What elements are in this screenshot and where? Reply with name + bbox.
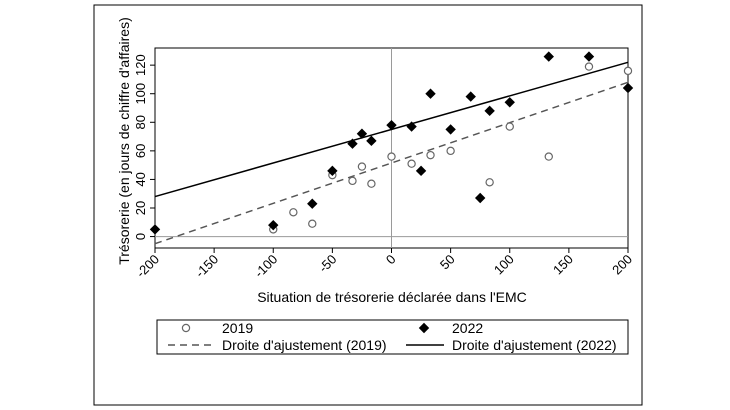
- y-tick-label: 100: [133, 83, 148, 105]
- data-point-2019: [426, 150, 435, 160]
- data-point-2019: [289, 208, 298, 217]
- y-tick-label: 40: [133, 172, 148, 186]
- y-axis-title: Trésorerie (en jours de chiffre d'affair…: [116, 17, 132, 265]
- legend-symbol-diamond: [418, 322, 430, 334]
- y-tick-label: 60: [133, 144, 148, 158]
- data-point-2022: [484, 105, 495, 117]
- data-point-2022: [415, 165, 427, 177]
- data-point-2019: [485, 178, 494, 187]
- legend-label: Droite d'ajustement (2019): [222, 337, 387, 353]
- y-tick-label: 0: [133, 233, 148, 240]
- y-tick-label: 80: [133, 115, 148, 129]
- data-point-2022: [307, 198, 318, 209]
- data-point-2022: [543, 51, 554, 62]
- data-point-2019: [357, 162, 367, 171]
- legend-label: Droite d'ajustement (2022): [452, 337, 617, 353]
- data-point-2019: [544, 152, 553, 161]
- data-point-2022: [504, 97, 515, 108]
- data-point-2022: [356, 128, 368, 139]
- data-point-2022: [149, 224, 161, 235]
- data-point-2022: [474, 192, 486, 204]
- data-point-2019: [387, 152, 396, 161]
- data-point-2022: [465, 91, 476, 102]
- data-point-2019: [623, 66, 633, 76]
- x-axis-title: Situation de trésorerie déclarée dans l'…: [257, 289, 527, 305]
- data-point-2022: [386, 119, 397, 131]
- data-point-2019: [505, 122, 514, 131]
- data-point-2022: [445, 124, 456, 135]
- data-point-2022: [425, 88, 436, 99]
- data-point-2019: [446, 146, 455, 156]
- y-tick-label: 120: [133, 54, 148, 76]
- data-point-2019: [407, 159, 416, 168]
- data-point-2019: [308, 219, 317, 228]
- legend-label: 2022: [452, 320, 483, 336]
- data-point-2019: [348, 176, 357, 186]
- data-point-2022: [268, 219, 279, 231]
- data-point-2019: [584, 62, 594, 71]
- legend-symbol-circle: [181, 323, 191, 333]
- legend-label: 2019: [222, 320, 253, 336]
- data-point-2022: [347, 138, 358, 149]
- legend-box: [156, 319, 629, 355]
- y-tick-label: 20: [133, 201, 148, 215]
- data-point-2019: [367, 179, 376, 188]
- data-point-2022: [327, 165, 338, 177]
- data-point-2022: [406, 121, 417, 132]
- data-point-2022: [583, 51, 595, 62]
- data-point-2022: [622, 82, 634, 94]
- data-point-2022: [366, 135, 377, 147]
